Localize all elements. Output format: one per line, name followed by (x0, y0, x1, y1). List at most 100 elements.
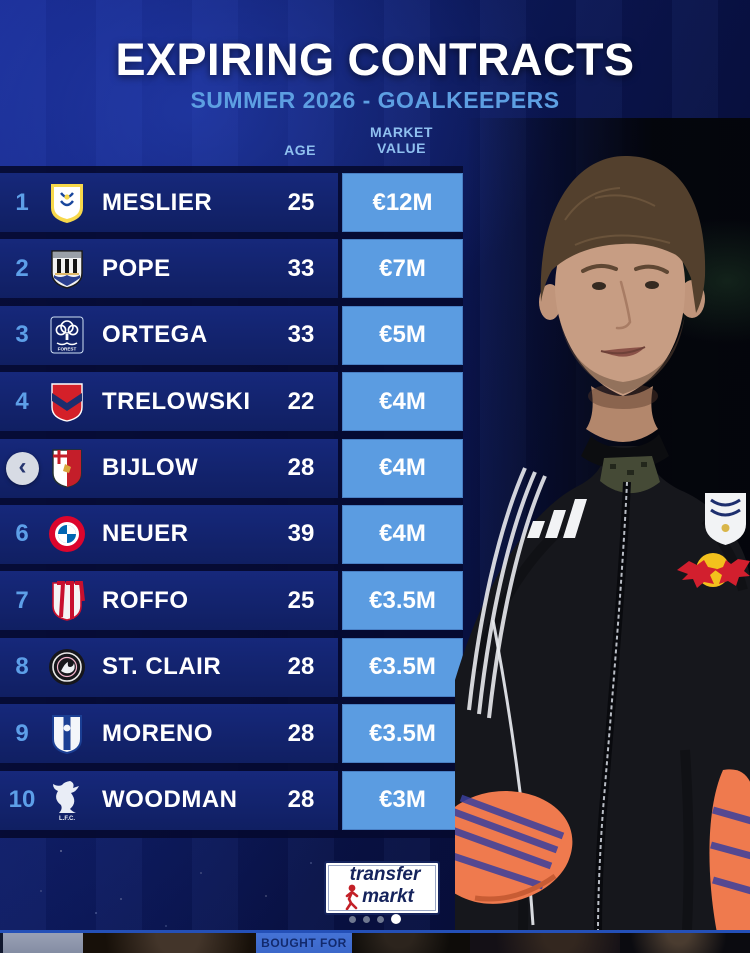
carousel-dot-3[interactable] (377, 915, 384, 923)
teaser-segment (3, 933, 83, 953)
adidas-logo-icon (527, 499, 587, 538)
club-badge-leeds-united-icon (44, 181, 90, 225)
club-badge-inter-miami-icon (44, 647, 90, 687)
market-value-cell: €5M (342, 305, 463, 365)
age-cell: 39 (287, 520, 315, 548)
market-value-cell: €3.5M (342, 637, 463, 697)
rank-cell: 3 (15, 321, 29, 349)
table-row: 1 MESLIER 25 €12M (0, 173, 463, 232)
table-row-main: 6 NEUER 39 (0, 504, 338, 564)
market-value-cell: €4M (342, 372, 463, 432)
column-header-market-value: MARKET VALUE (341, 124, 462, 156)
table-row-main: 3 FOREST ORTEGA 33 (0, 305, 338, 365)
carousel-dot-1[interactable] (349, 915, 356, 923)
club-badge-liverpool-icon: L.F.C. (44, 778, 90, 822)
rank-cell: 7 (15, 586, 29, 614)
player-jacket (455, 434, 750, 933)
next-slide-teaser-strip[interactable]: BOUGHT FOR (0, 930, 750, 953)
club-badge-newcastle-united-icon (44, 247, 90, 291)
market-value-cell: €4M (342, 438, 463, 498)
rank-cell: 1 (15, 188, 29, 216)
table-row-main: 4 TRELOWSKI 22 (0, 372, 338, 432)
age-cell: 25 (287, 586, 315, 614)
table-row: 5 BIJLOW 28 €4M (0, 438, 463, 498)
table-row-main: 2 POPE 33 (0, 239, 338, 299)
teaser-photo-segment (83, 933, 256, 953)
table-row: 2 POPE 33 €7M (0, 239, 463, 299)
table-row-main: 1 MESLIER 25 (0, 173, 338, 232)
player-photo (455, 156, 750, 933)
table-row-main: 7 ROFFO 25 (0, 571, 338, 631)
teaser-photo-segment (620, 933, 750, 953)
player-face (555, 210, 686, 396)
player-name: TRELOWSKI (102, 387, 251, 415)
market-value-cell: €3.5M (342, 704, 463, 764)
carousel-dot-2[interactable] (363, 915, 370, 923)
player-name: MESLIER (102, 188, 213, 216)
table-row: 10 L.F.C. WOODMAN 28 €3M (0, 770, 463, 830)
transfermarkt-figure-icon (345, 884, 359, 910)
player-name: POPE (102, 254, 171, 282)
teaser-segment (0, 933, 3, 953)
column-header-market-value-line1: MARKET (370, 124, 433, 140)
table-row-main: 8 ST. CLAIR 28 (0, 637, 338, 697)
player-name: ORTEGA (102, 321, 208, 349)
transfermarkt-logo-line2: markt (362, 886, 414, 907)
club-badge-genoa-icon (44, 446, 90, 490)
club-badge-instituto-cordoba-icon (44, 579, 90, 623)
player-name: ST. CLAIR (102, 653, 222, 681)
table-row: 8 ST. CLAIR 28 €3.5M (0, 637, 463, 697)
teaser-photo-segment (352, 933, 470, 953)
club-badge-bayern-munich-icon (44, 514, 90, 554)
player-name: ROFFO (102, 586, 189, 614)
market-value-cell: €3M (342, 770, 463, 830)
age-cell: 25 (287, 188, 315, 216)
market-value-cell: €7M (342, 239, 463, 299)
red-bull-logo-icon (677, 553, 750, 588)
club-badge-pachuca-icon (44, 712, 90, 756)
player-name: BIJLOW (102, 454, 199, 482)
rank-cell: 6 (15, 520, 29, 548)
table-row-main: 5 BIJLOW 28 (0, 438, 338, 498)
player-name: WOODMAN (102, 786, 238, 814)
column-header-age: AGE (284, 142, 316, 158)
rank-cell: 4 (15, 387, 29, 415)
market-value-cell: €4M (342, 504, 463, 564)
contracts-table-rows: 1 MESLIER 25 €12M 2 POPE 33 €7M 3 (0, 173, 463, 837)
rank-cell: 9 (15, 719, 29, 747)
teaser-photo-segment (470, 933, 620, 953)
club-badge-nottingham-forest-icon: FOREST (44, 313, 90, 357)
age-cell: 33 (287, 321, 315, 349)
age-cell: 33 (287, 254, 315, 282)
chevron-left-icon: ‹ (18, 453, 27, 480)
goalkeeper-glove-left (455, 791, 573, 904)
club-badge-rakow-czestochowa-icon (44, 380, 90, 424)
transfermarkt-logo: transfer markt (324, 861, 440, 915)
rank-cell: 10 (8, 786, 36, 814)
table-row: 9 MORENO 28 €3.5M (0, 704, 463, 764)
transfermarkt-logo-line1: transfer (349, 864, 421, 885)
table-row: 4 TRELOWSKI 22 €4M (0, 372, 463, 432)
table-row-main: 10 L.F.C. WOODMAN 28 (0, 770, 338, 830)
carousel-dot-4[interactable] (391, 914, 401, 924)
player-name: NEUER (102, 520, 189, 548)
goalkeeper-glove-right (709, 769, 750, 933)
teaser-label-segment: BOUGHT FOR (256, 933, 352, 953)
carousel-dots (0, 914, 750, 924)
age-cell: 28 (287, 653, 315, 681)
rank-cell: 8 (15, 653, 29, 681)
page-subtitle: SUMMER 2026 - GOALKEEPERS (190, 87, 560, 113)
carousel-prev-button[interactable]: ‹ (6, 452, 39, 485)
player-name: MORENO (102, 719, 213, 747)
age-cell: 28 (287, 786, 315, 814)
age-cell: 28 (287, 454, 315, 482)
rank-cell: 2 (15, 254, 29, 282)
table-row: 6 NEUER 39 €4M (0, 504, 463, 564)
player-neck (586, 386, 658, 442)
table-row: 3 FOREST ORTEGA 33 €5M (0, 305, 463, 365)
age-cell: 28 (287, 719, 315, 747)
market-value-cell: €12M (342, 173, 463, 232)
market-value-cell: €3.5M (342, 571, 463, 631)
table-row-main: 9 MORENO 28 (0, 704, 338, 764)
